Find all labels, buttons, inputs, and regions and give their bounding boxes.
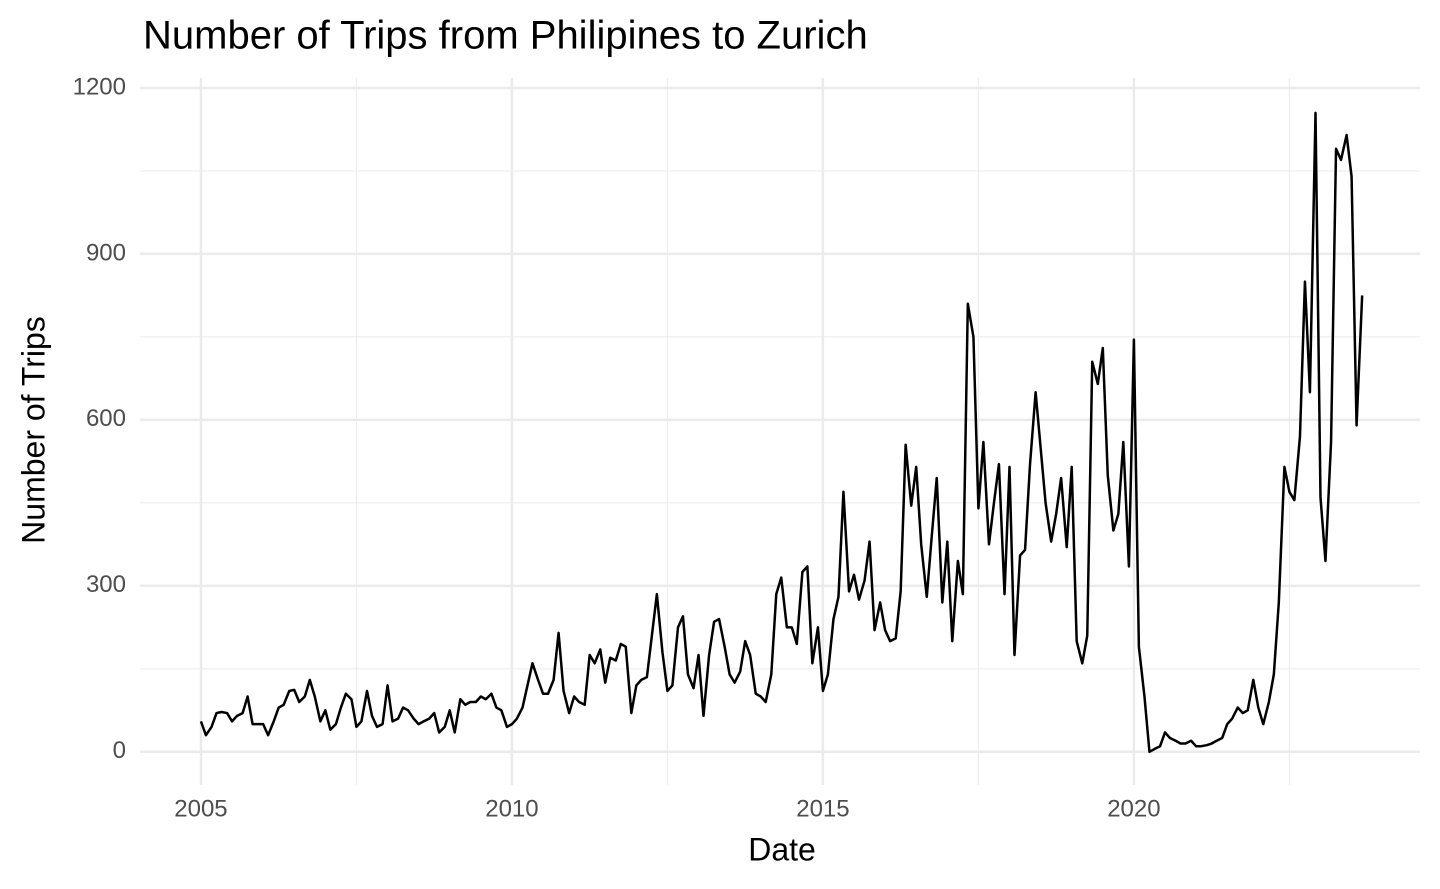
y-tick-label: 600 xyxy=(86,405,126,432)
y-tick-label: 0 xyxy=(113,737,126,764)
data-line xyxy=(199,111,1364,754)
y-axis-title: Number of Trips xyxy=(15,316,51,544)
y-tick-label: 300 xyxy=(86,571,126,598)
x-tick-label: 2005 xyxy=(174,795,227,822)
chart-title: Number of Trips from Philipines to Zuric… xyxy=(143,14,868,58)
y-tick-label: 900 xyxy=(86,239,126,266)
y-tick-label: 1200 xyxy=(73,73,126,100)
x-tick-label: 2010 xyxy=(485,795,538,822)
x-axis-title: Date xyxy=(748,831,816,867)
x-tick-label: 2015 xyxy=(796,795,849,822)
x-tick-label: 2020 xyxy=(1107,795,1160,822)
